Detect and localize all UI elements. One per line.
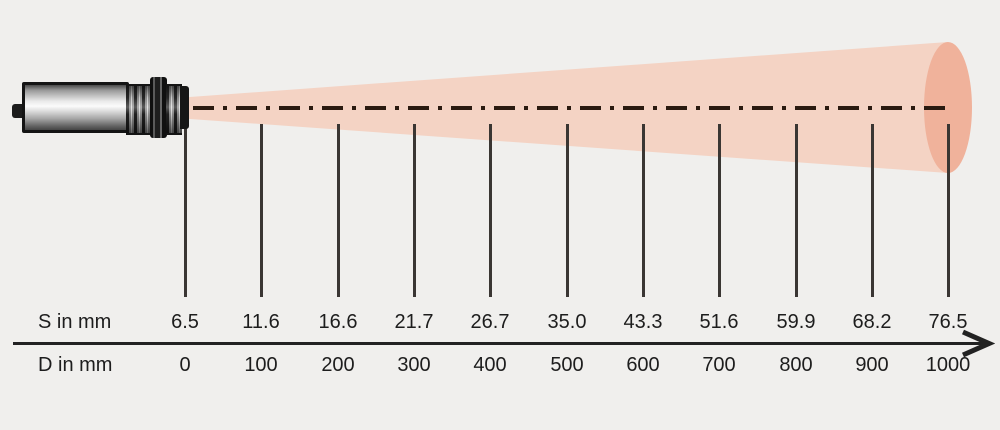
beam-end-cap-ellipse [924,42,972,173]
spot-size-value: 6.5 [171,311,199,333]
spot-size-value: 16.6 [318,311,358,333]
distance-value: 500 [550,354,584,376]
spot-size-value: 26.7 [470,311,510,333]
distance-marker-line-500 [566,124,569,297]
distance-marker-line-200 [337,124,340,297]
spot-size-value: 59.9 [776,311,816,333]
sensor-thread-band [166,84,182,135]
sensor-locknut [150,77,167,138]
beam-cone [176,42,948,173]
spot-size-value: 68.2 [852,311,892,333]
distance-marker-line-100 [260,124,263,297]
spot-size-row-label: S in mm [38,311,112,333]
distance-marker-line-700 [718,124,721,297]
sensor-lens-cap [180,86,189,129]
distance-axis-line [13,342,985,345]
spot-size-value: 11.6 [242,311,280,333]
distance-value: 600 [626,354,660,376]
spot-size-value: 35.0 [547,311,587,333]
spot-size-value: 21.7 [394,311,434,333]
distance-value: 900 [855,354,889,376]
spot-size-value: 76.5 [928,311,968,333]
distance-marker-line-1000 [947,124,950,297]
spot-size-value: 51.6 [699,311,739,333]
distance-marker-line-400 [489,124,492,297]
distance-value: 300 [397,354,431,376]
distance-marker-line-800 [795,124,798,297]
distance-value: 0 [179,354,191,376]
sensor-cable-connector [12,104,25,118]
distance-value: 400 [473,354,507,376]
spot-size-value: 43.3 [623,311,663,333]
distance-value: 100 [244,354,278,376]
distance-value: 200 [321,354,355,376]
distance-row-label: D in mm [38,354,113,376]
distance-marker-line-300 [413,124,416,297]
sensor-thread-band [126,84,152,135]
axis-arrowhead-icon [961,329,995,358]
distance-marker-line-0 [184,124,187,297]
distance-value: 700 [702,354,736,376]
distance-value: 1000 [925,354,971,376]
distance-marker-line-900 [871,124,874,297]
distance-marker-line-600 [642,124,645,297]
pyrometer-sensor [10,73,189,143]
sensor-body [22,82,129,133]
distance-value: 800 [779,354,813,376]
